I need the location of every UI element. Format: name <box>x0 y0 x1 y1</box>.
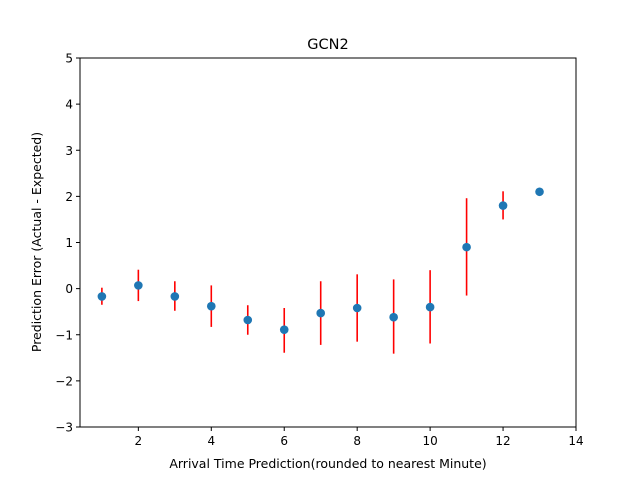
data-point <box>352 303 362 313</box>
data-point <box>279 325 289 334</box>
x-axis: 2 4 6 8 10 12 14 <box>135 427 584 448</box>
y-tick-label: 4 <box>65 98 73 112</box>
data-point <box>134 281 143 290</box>
y-tick-label: 5 <box>65 52 73 66</box>
data-point <box>97 292 107 301</box>
y-tick-label: −3 <box>55 421 73 435</box>
x-tick-label: 6 <box>280 434 288 448</box>
x-tick-label: 10 <box>422 434 437 448</box>
y-tick-label: −2 <box>55 374 73 388</box>
chart-title: GCN2 <box>307 37 348 53</box>
plot-area <box>97 187 544 354</box>
data-point <box>206 301 216 311</box>
y-tick-label: 0 <box>65 282 73 296</box>
y-tick-label: 3 <box>65 144 73 158</box>
x-tick-label: 4 <box>207 434 215 448</box>
x-tick-label: 14 <box>568 434 583 448</box>
x-tick-label: 12 <box>495 434 510 448</box>
data-point <box>425 302 435 312</box>
x-tick-label: 8 <box>353 434 361 448</box>
data-point <box>316 308 326 318</box>
y-tick-label: 2 <box>65 190 73 204</box>
y-axis-label: Prediction Error (Actual - Expected) <box>29 132 44 352</box>
data-point <box>535 187 544 197</box>
y-tick-label: −1 <box>55 328 73 342</box>
x-axis-label: Arrival Time Prediction(rounded to neare… <box>169 456 486 471</box>
data-point <box>170 292 180 301</box>
data-point <box>462 242 471 252</box>
data-point <box>498 201 508 210</box>
data-point <box>243 315 253 325</box>
data-point <box>389 312 398 322</box>
x-tick-label: 2 <box>135 434 143 448</box>
y-axis: −3 −2 −1 0 1 2 3 4 5 <box>55 52 80 435</box>
y-tick-label: 1 <box>65 236 73 250</box>
